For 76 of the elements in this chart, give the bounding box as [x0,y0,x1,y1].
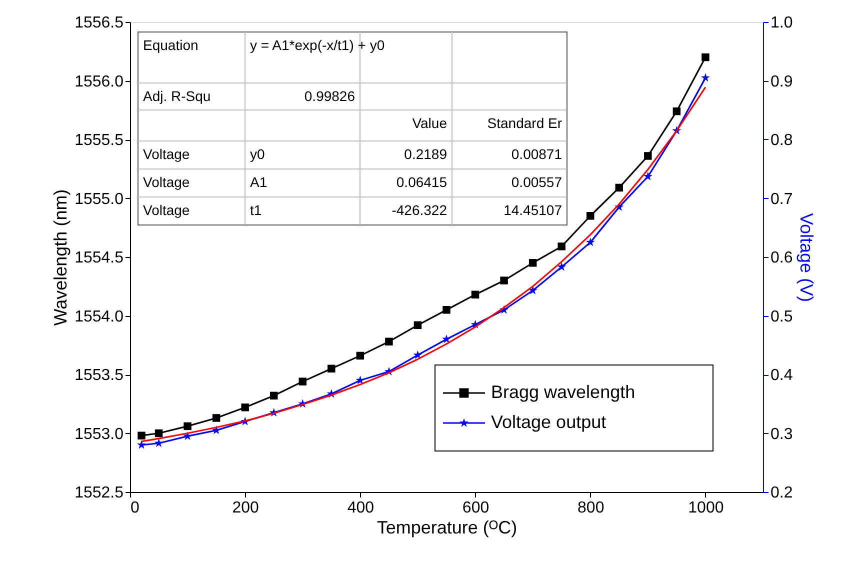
legend-label: Voltage output [491,412,606,432]
point [442,306,450,314]
point [528,259,537,267]
y2-tick-label: 0.4 [770,367,793,384]
point [700,73,710,82]
x-tick-label: 600 [462,500,490,516]
annotation: 0.06415 [396,174,448,190]
y-tick-label: 1553.5 [74,367,124,384]
x-tick-label: 400 [347,500,374,516]
point [183,431,192,440]
point [298,378,307,386]
y-tick-label: 1556.5 [74,14,124,32]
point [385,338,393,346]
annotation: Standard Er [487,115,562,131]
x-tick-label: 0 [130,500,140,516]
point [154,429,163,438]
point [586,238,595,246]
point [184,422,192,430]
y2-axis-title: Voltage (V) [796,212,817,302]
point [138,432,146,440]
y-tick-label: 1554.5 [74,250,124,266]
y-tick-label: 1556.0 [74,73,124,90]
point [558,242,566,250]
annotation: Voltage [143,146,190,162]
point [328,364,336,372]
point [356,352,364,360]
point [615,184,624,192]
point [644,152,652,160]
y2-tick-label: 0.7 [770,190,793,208]
annotation: 0.00557 [511,174,562,190]
legend-label: Bragg wavelength [491,382,636,402]
annotation: t1 [250,202,262,218]
annotation: 14.45107 [504,202,562,218]
y2-tick-label: 0.2 [770,484,793,502]
y-tick-label: 1553.0 [74,426,124,443]
y-tick-label: 1552.5 [74,484,124,502]
point [413,350,422,359]
x-tick-label: 200 [232,500,260,516]
y2-tick-label: 0.6 [770,250,793,266]
point [471,290,480,298]
y2-tick-label: 0.3 [770,426,793,443]
point [586,212,594,220]
y-axis-title: Wavelength (nm) [50,189,71,326]
y2-tick-label: 0.5 [770,308,793,326]
point [414,321,422,330]
point [702,53,710,62]
y-tick-label: 1554.0 [74,308,124,326]
point [212,414,220,422]
y-tick-label: 1555.5 [74,132,124,149]
point [500,276,508,284]
annotation: 0.2189 [404,146,448,162]
annotation: y = A1*exp(-x/t1) + y0 [250,37,385,53]
point [270,392,278,400]
annotation: 0.00871 [511,146,562,162]
point [154,438,164,448]
y2-tick-label: 0.8 [770,132,793,149]
x-axis-title: Temperature (ᴼC) [376,518,518,538]
annotation: 0.99826 [304,88,356,104]
point [137,440,146,449]
point [643,172,652,180]
point [557,262,566,271]
annotation: -426.322 [392,202,448,218]
annotation: Voltage [143,174,190,190]
annotation: Value [412,115,448,131]
annotation: Voltage [143,202,190,218]
annotation: y0 [250,146,265,162]
annotation: Equation [143,37,198,53]
x-tick-label: 800 [578,500,604,516]
y2-tick-label: 1.0 [770,14,793,32]
y-tick-label: 1555.0 [74,190,124,208]
annotation: A1 [250,174,268,190]
point [241,404,249,412]
point [672,107,681,116]
x-tick-label: 1000 [688,500,724,516]
annotation: Adj. R-Squ [143,88,211,104]
y2-tick-label: 0.9 [770,73,793,90]
